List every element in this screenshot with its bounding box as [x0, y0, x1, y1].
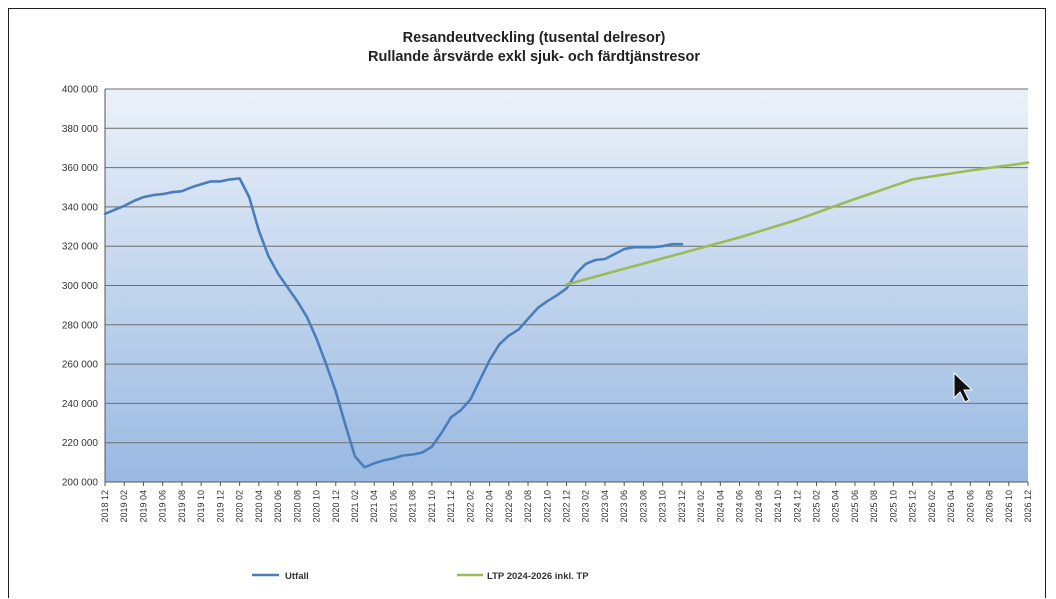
- x-tick-label: 2023 08: [638, 490, 648, 523]
- x-tick-label: 2023 04: [600, 490, 610, 523]
- y-tick-label: 340 000: [62, 202, 99, 213]
- series-lines: [103, 161, 1030, 469]
- series-line-ltp-2024-2026-inkl-tp: [565, 161, 1030, 286]
- x-tick-label: 2025 04: [831, 490, 841, 523]
- x-tick-label: 2021 12: [446, 490, 456, 523]
- x-tick-label: 2024 08: [754, 490, 764, 523]
- legend: Utfall LTP 2024-2026 inkl. TP: [252, 571, 589, 582]
- x-tick-label: 2024 10: [773, 490, 783, 523]
- x-tick-label: 2019 06: [158, 490, 168, 523]
- x-tick-label: 2024 04: [715, 490, 725, 523]
- x-tick-label: 2019 04: [138, 490, 148, 523]
- chart-title: Resandeutveckling (tusental delresor): [403, 30, 666, 46]
- x-tick-label: 2022 08: [523, 490, 533, 523]
- x-tick-label: 2021 02: [350, 490, 360, 523]
- x-tick-label: 2023 12: [677, 490, 687, 523]
- x-tick-label: 2019 10: [196, 490, 206, 523]
- x-tick-label: 2025 02: [811, 490, 821, 523]
- y-tick-label: 280 000: [62, 320, 99, 331]
- x-tick-label: 2025 12: [908, 490, 918, 523]
- x-tick-label: 2024 12: [792, 490, 802, 523]
- x-tick-label: 2024 06: [735, 490, 745, 523]
- x-tick-label: 2026 06: [965, 490, 975, 523]
- x-tick-label: 2021 04: [369, 490, 379, 523]
- x-tick-label: 2019 08: [177, 490, 187, 523]
- y-tick-label: 300 000: [62, 281, 99, 292]
- y-tick-label: 360 000: [62, 163, 99, 174]
- x-tick-label: 2026 12: [1023, 490, 1033, 523]
- legend-label: Utfall: [285, 571, 309, 582]
- line-chart: Resandeutveckling (tusental delresor) Ru…: [62, 30, 1033, 582]
- x-tick-label: 2025 10: [888, 490, 898, 523]
- x-tick-label: 2021 10: [427, 490, 437, 523]
- chart-subtitle: Rullande årsvärde exkl sjuk- och färdtjä…: [368, 49, 700, 65]
- x-tick-label: 2020 12: [331, 490, 341, 523]
- x-tick-label: 2020 04: [254, 490, 264, 523]
- x-tick-label: 2023 06: [619, 490, 629, 523]
- x-tick-label: 2025 06: [850, 490, 860, 523]
- x-axis-tick-labels: 2018 12 2019 02 2019 04 2019 06 2019 08 2019 …: [100, 482, 1033, 523]
- x-tick-label: 2026 02: [927, 490, 937, 523]
- y-tick-label: 260 000: [62, 360, 99, 371]
- x-tick-label: 2026 04: [946, 490, 956, 523]
- y-tick-label: 320 000: [62, 242, 99, 253]
- gridlines: [104, 88, 1028, 483]
- x-tick-label: 2022 02: [465, 490, 475, 523]
- x-tick-label: 2023 10: [658, 490, 668, 523]
- x-tick-label: 2021 06: [388, 490, 398, 523]
- legend-label: LTP 2024-2026 inkl. TP: [487, 571, 589, 582]
- series-line-utfall: [103, 177, 684, 469]
- y-tick-label: 400 000: [62, 85, 99, 96]
- x-tick-label: 2022 04: [485, 490, 495, 523]
- x-tick-label: 2020 08: [292, 490, 302, 523]
- x-tick-label: 2018 12: [100, 490, 110, 523]
- y-tick-label: 220 000: [62, 438, 99, 449]
- y-tick-label: 240 000: [62, 399, 99, 410]
- y-tick-label: 380 000: [62, 124, 99, 135]
- mouse-cursor-icon: [953, 371, 974, 403]
- y-axis-tick-labels: 200 000 220 000 240 000 260 000 280 000 300 0…: [62, 85, 99, 489]
- x-tick-label: 2020 10: [312, 490, 322, 523]
- y-tick-label: 200 000: [62, 478, 99, 489]
- x-tick-label: 2022 10: [542, 490, 552, 523]
- x-tick-label: 2020 02: [235, 490, 245, 523]
- chart-frame: Resandeutveckling (tusental delresor) Ru…: [8, 8, 1046, 598]
- x-tick-label: 2026 08: [985, 490, 995, 523]
- x-tick-label: 2026 10: [1004, 490, 1014, 523]
- x-tick-label: 2022 06: [504, 490, 514, 523]
- x-tick-label: 2022 12: [562, 490, 572, 523]
- x-tick-label: 2021 08: [408, 490, 418, 523]
- x-tick-label: 2023 02: [581, 490, 591, 523]
- x-tick-label: 2019 12: [215, 490, 225, 523]
- x-tick-label: 2025 08: [869, 490, 879, 523]
- x-tick-label: 2024 02: [696, 490, 706, 523]
- x-tick-label: 2019 02: [119, 490, 129, 523]
- x-tick-label: 2020 06: [273, 490, 283, 523]
